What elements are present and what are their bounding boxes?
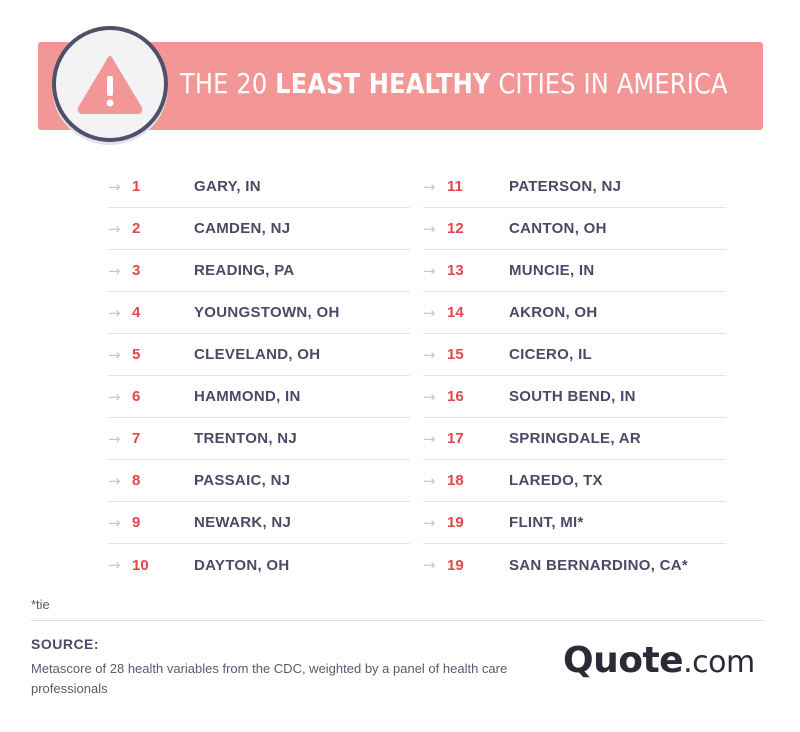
- list-item: → 2 CAMDEN, NJ: [108, 208, 410, 250]
- rank-number: 14: [447, 304, 464, 321]
- arrow-right-icon: →: [423, 303, 436, 322]
- list-item: → 3 READING, PA: [108, 250, 410, 292]
- rank-number: 17: [447, 430, 464, 447]
- rank-number: 2: [132, 220, 141, 237]
- rank-number: 16: [447, 388, 464, 405]
- arrow-right-icon: →: [423, 513, 436, 532]
- arrow-right-icon: →: [423, 177, 436, 196]
- ranking-list-right: → 11 PATERSON, NJ → 12 CANTON, OH → 13 MUNCIE, I…: [423, 166, 726, 586]
- arrow-right-icon: →: [423, 261, 436, 280]
- list-item: → 10 DAYTON, OH: [108, 544, 410, 586]
- page-title: THE 20 LEAST HEALTHY CITIES IN AMERICA: [180, 66, 728, 102]
- arrow-right-icon: →: [108, 556, 121, 574]
- city-name: PATERSON, NJ: [509, 178, 622, 195]
- rank-number: 9: [132, 514, 141, 531]
- list-item: → 18 LAREDO, TX: [423, 460, 726, 502]
- list-item: → 12 CANTON, OH: [423, 208, 726, 250]
- list-item: → 8 PASSAIC, NJ: [108, 460, 410, 502]
- arrow-right-icon: →: [108, 345, 121, 364]
- arrow-right-icon: →: [423, 556, 436, 574]
- rank-number: 10: [132, 556, 149, 574]
- list-item: → 14 AKRON, OH: [423, 292, 726, 334]
- arrow-right-icon: →: [108, 513, 121, 532]
- arrow-right-icon: →: [108, 177, 121, 196]
- warning-triangle-icon: [77, 56, 143, 114]
- list-item: → 17 SPRINGDALE, AR: [423, 418, 726, 460]
- city-name: MUNCIE, IN: [509, 262, 595, 279]
- rank-number: 3: [132, 262, 141, 279]
- tie-footnote: *tie: [31, 597, 50, 612]
- warning-badge: [52, 26, 168, 142]
- title-prefix: THE 20: [180, 67, 276, 100]
- list-item: → 6 HAMMOND, IN: [108, 376, 410, 418]
- rank-number: 18: [447, 472, 464, 489]
- arrow-right-icon: →: [108, 429, 121, 448]
- logo-main: Quote: [563, 640, 684, 681]
- rank-number: 11: [447, 178, 463, 195]
- arrow-right-icon: →: [423, 219, 436, 238]
- city-name: CICERO, IL: [509, 346, 593, 363]
- rank-number: 7: [132, 430, 141, 447]
- quote-logo: Quote.com: [563, 640, 755, 681]
- arrow-right-icon: →: [423, 429, 436, 448]
- source-label: SOURCE:: [31, 636, 100, 652]
- arrow-right-icon: →: [423, 471, 436, 490]
- rank-number: 19: [447, 514, 464, 531]
- rank-number: 5: [132, 346, 141, 363]
- city-name: CLEVELAND, OH: [194, 346, 321, 363]
- city-name: CAMDEN, NJ: [194, 220, 291, 237]
- title-emphasis: LEAST HEALTHY: [275, 67, 491, 100]
- source-text: Metascore of 28 health variables from th…: [31, 661, 508, 696]
- city-name: SPRINGDALE, AR: [509, 430, 641, 447]
- list-item: → 19 SAN BERNARDINO, CA*: [423, 544, 726, 586]
- arrow-right-icon: →: [423, 387, 436, 406]
- title-suffix: CITIES IN AMERICA: [490, 67, 728, 100]
- city-name: YOUNGSTOWN, OH: [194, 304, 340, 321]
- city-name: NEWARK, NJ: [194, 514, 292, 531]
- list-item: → 9 NEWARK, NJ: [108, 502, 410, 544]
- city-name: SOUTH BEND, IN: [509, 388, 636, 405]
- city-name: PASSAIC, NJ: [194, 472, 291, 489]
- city-name: HAMMOND, IN: [194, 388, 301, 405]
- city-name: LAREDO, TX: [509, 472, 603, 489]
- rank-number: 19: [447, 556, 464, 574]
- list-item: → 11 PATERSON, NJ: [423, 166, 726, 208]
- arrow-right-icon: →: [108, 303, 121, 322]
- rank-number: 1: [132, 178, 141, 195]
- city-name: GARY, IN: [194, 178, 261, 195]
- city-name: CANTON, OH: [509, 220, 607, 237]
- ranking-list-left: → 1 GARY, IN → 2 CAMDEN, NJ → 3 READING, PA → 4 YOU…: [108, 166, 410, 586]
- list-item: → 1 GARY, IN: [108, 166, 410, 208]
- rank-number: 6: [132, 388, 141, 405]
- city-name: DAYTON, OH: [194, 556, 290, 574]
- city-name: AKRON, OH: [509, 304, 598, 321]
- list-item: → 19 FLINT, MI*: [423, 502, 726, 544]
- city-name: TRENTON, NJ: [194, 430, 298, 447]
- city-name: READING, PA: [194, 262, 295, 279]
- arrow-right-icon: →: [108, 471, 121, 490]
- arrow-right-icon: →: [108, 387, 121, 406]
- list-item: → 15 CICERO, IL: [423, 334, 726, 376]
- divider: [31, 620, 763, 621]
- rank-number: 15: [447, 346, 464, 363]
- rank-number: 8: [132, 472, 141, 489]
- arrow-right-icon: →: [108, 219, 121, 238]
- city-name: SAN BERNARDINO, CA*: [509, 556, 689, 574]
- rank-number: 12: [447, 220, 464, 237]
- list-item: → 7 TRENTON, NJ: [108, 418, 410, 460]
- list-item: → 13 MUNCIE, IN: [423, 250, 726, 292]
- logo-domain: .com: [683, 645, 755, 680]
- arrow-right-icon: →: [108, 261, 121, 280]
- rank-number: 13: [447, 262, 464, 279]
- list-item: → 4 YOUNGSTOWN, OH: [108, 292, 410, 334]
- rank-number: 4: [132, 304, 141, 321]
- list-item: → 5 CLEVELAND, OH: [108, 334, 410, 376]
- arrow-right-icon: →: [423, 345, 436, 364]
- list-item: → 16 SOUTH BEND, IN: [423, 376, 726, 418]
- city-name: FLINT, MI*: [509, 514, 584, 531]
